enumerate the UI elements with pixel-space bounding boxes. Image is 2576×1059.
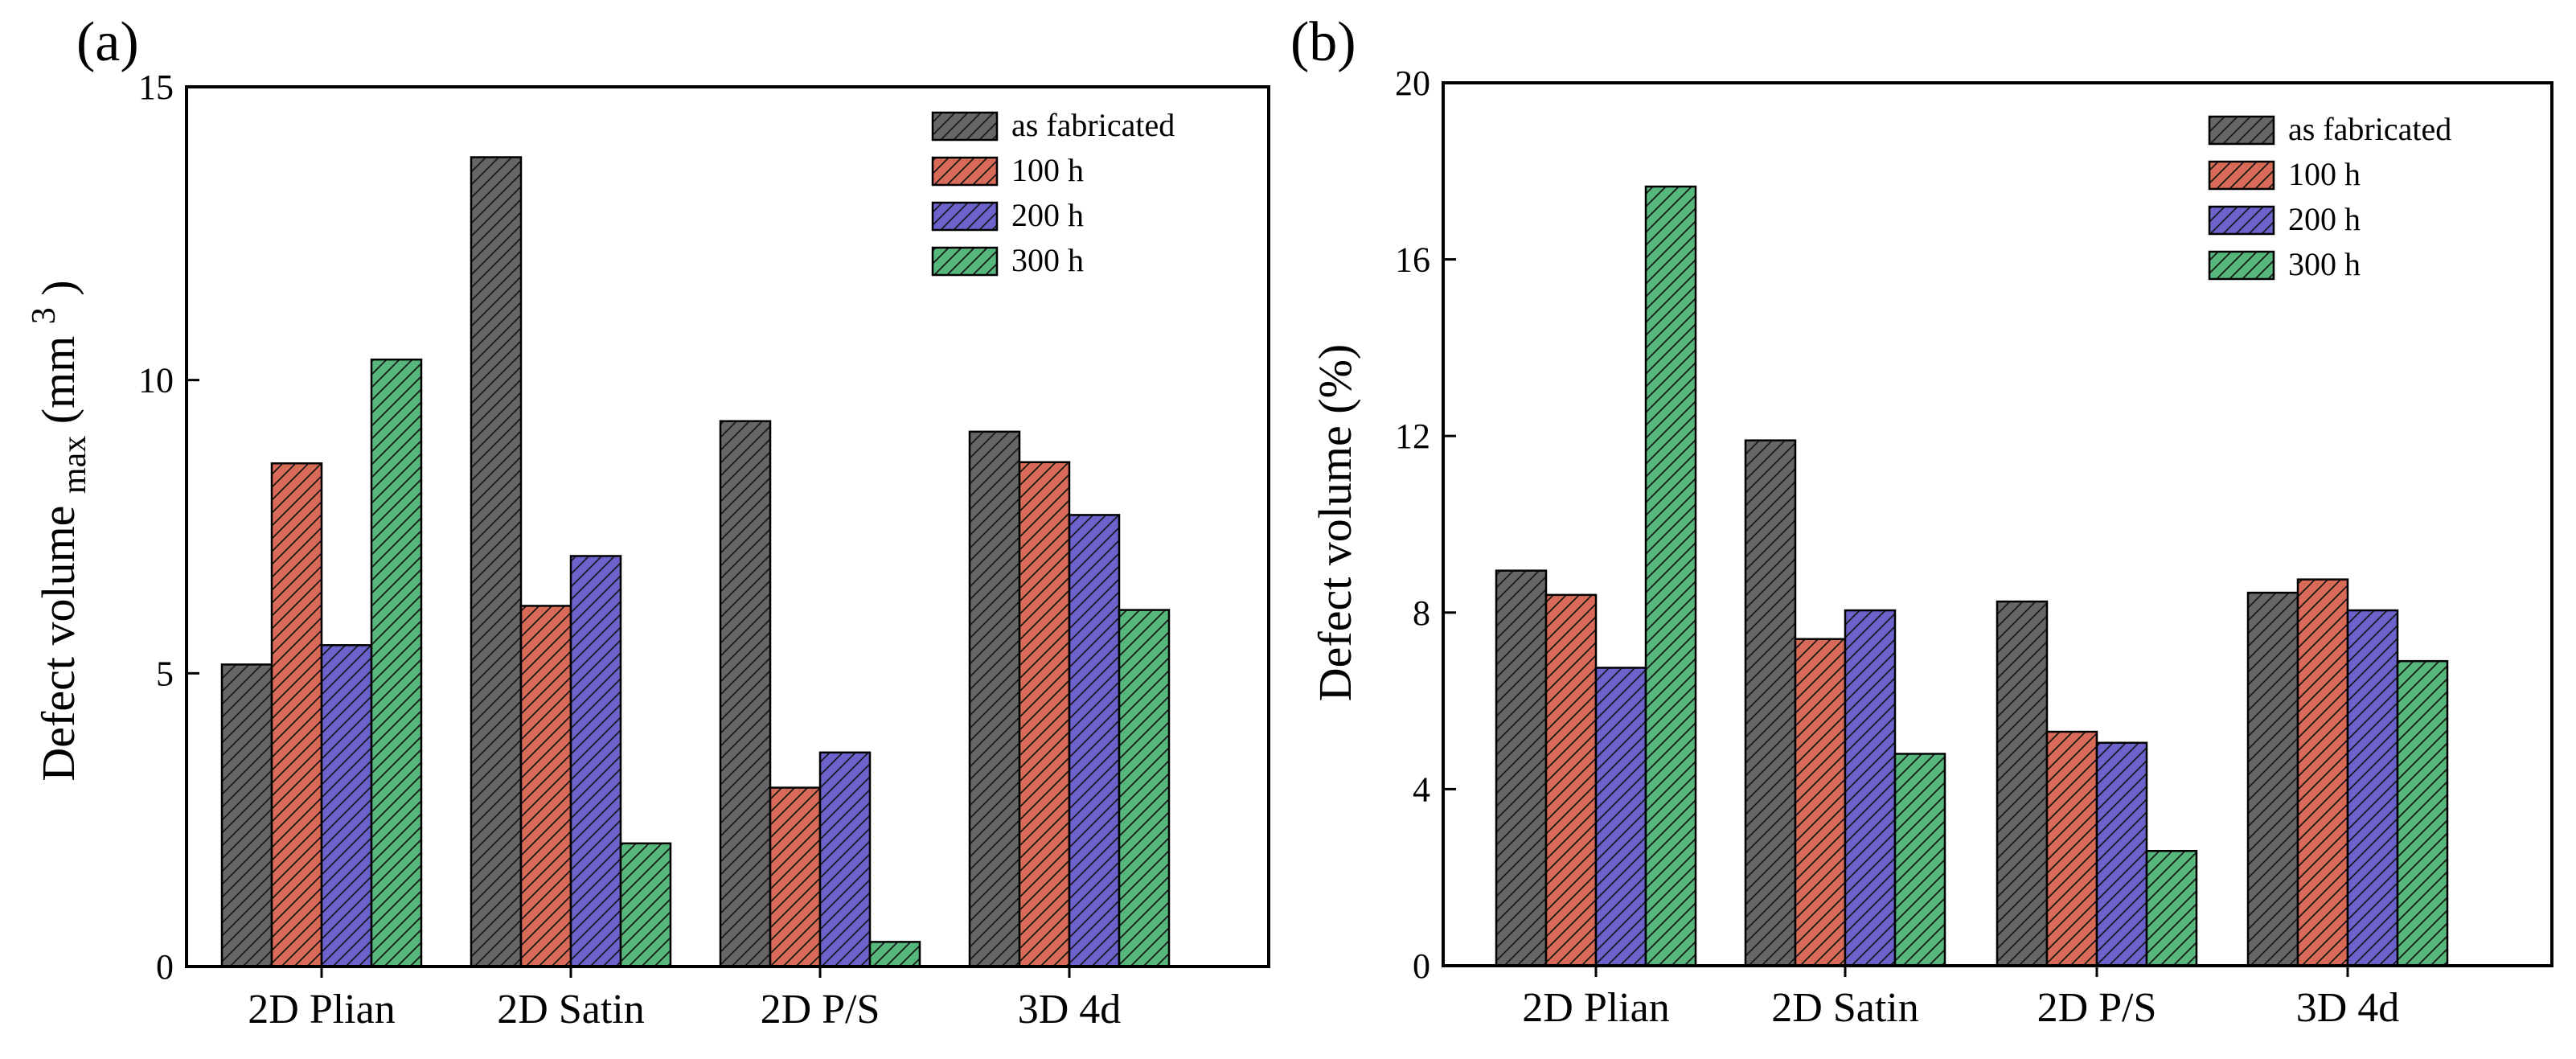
bar-a-as-fabricated-2D-Plian: [220, 663, 273, 968]
bar-b-300-h-2D-Satin: [1893, 753, 1946, 967]
bar-b-100-h-2D-P-S: [2045, 730, 2098, 967]
bar-a-100-h-2D-Satin: [519, 605, 572, 968]
x-tick-label-a: 2D Satin: [497, 987, 644, 1032]
legend-label-a: 300 h: [1011, 242, 1084, 278]
y-tick-label-b: 8: [1413, 593, 1430, 633]
legend-label-b: 300 h: [2288, 246, 2361, 282]
bar-a-300-h-2D-P-S: [868, 941, 921, 968]
legend-swatch-a: [931, 246, 999, 277]
y-axis-label-b: Defect volume (%): [1309, 344, 1361, 701]
bar-a-300-h-3D-4d: [1118, 609, 1171, 968]
legend-swatch-b: [2208, 115, 2275, 146]
bars-a: [220, 156, 1171, 968]
bar-a-as-fabricated-2D-Satin: [470, 156, 523, 968]
legend-label-a: 200 h: [1011, 197, 1084, 233]
y-tick-label-a: 15: [138, 68, 174, 107]
x-tick-label-b: 2D Plian: [1522, 985, 1669, 1031]
bar-a-as-fabricated-2D-P-S: [719, 420, 772, 968]
bar-b-100-h-2D-Satin: [1794, 638, 1847, 967]
bar-a-300-h-2D-Plian: [370, 358, 423, 968]
y-ticks-a: 0 5 10 15: [138, 68, 199, 987]
plot-frame-b: [1442, 81, 2553, 967]
bar-b-as-fabricated-2D-P-S: [1996, 600, 2049, 967]
bar-b-200-h-3D-4d: [2346, 609, 2399, 967]
bar-b-100-h-2D-Plian: [1544, 593, 1598, 967]
bars-b: [1495, 185, 2449, 967]
legend-label-b: 100 h: [2288, 156, 2361, 192]
x-tick-label-b: 2D P/S: [2037, 985, 2157, 1031]
bar-a-100-h-2D-P-S: [769, 786, 822, 968]
legend-b: as fabricated 100 h 200 h 300 h: [2208, 111, 2451, 282]
bar-b-300-h-2D-P-S: [2145, 850, 2198, 967]
legend-label-a: 100 h: [1011, 152, 1084, 188]
bar-b-200-h-2D-Satin: [1844, 609, 1897, 967]
legend-swatch-a: [931, 111, 999, 142]
y-tick-label-a: 0: [156, 947, 174, 987]
bar-a-100-h-3D-4d: [1018, 461, 1071, 968]
bar-b-as-fabricated-3D-4d: [2246, 591, 2299, 967]
y-tick-label-b: 12: [1395, 417, 1430, 456]
bar-b-300-h-3D-4d: [2396, 659, 2449, 967]
x-tick-label-b: 2D Satin: [1771, 985, 1918, 1031]
y-ticks-b: 0 4 8 12 16 20: [1395, 64, 1456, 986]
bar-a-300-h-2D-Satin: [619, 842, 672, 968]
x-labels-a: 2D Plian 2D Satin 2D P/S 3D 4d: [248, 967, 1121, 1032]
bar-a-100-h-2D-Plian: [270, 462, 323, 968]
legend-swatch-a: [931, 156, 999, 187]
legend-swatch-a: [931, 201, 999, 232]
bar-b-200-h-2D-Plian: [1594, 667, 1647, 967]
bar-b-300-h-2D-Plian: [1644, 185, 1697, 967]
bar-a-200-h-2D-Satin: [569, 555, 622, 968]
bar-b-as-fabricated-2D-Plian: [1495, 569, 1548, 967]
bar-a-as-fabricated-3D-4d: [968, 430, 1021, 968]
plot-frame-a: [185, 85, 1270, 968]
y-tick-label-b: 0: [1413, 946, 1430, 986]
bar-b-100-h-3D-4d: [2296, 578, 2349, 967]
x-tick-label-b: 3D 4d: [2296, 985, 2400, 1031]
bar-a-200-h-3D-4d: [1068, 514, 1121, 968]
y-tick-label-a: 10: [138, 361, 174, 400]
x-tick-label-a: 2D Plian: [248, 987, 395, 1032]
legend-swatch-b: [2208, 160, 2275, 191]
bar-b-as-fabricated-2D-Satin: [1744, 439, 1797, 967]
y-tick-label-a: 5: [156, 654, 174, 693]
x-tick-label-a: 2D P/S: [761, 987, 880, 1032]
legend-label-b: as fabricated: [2288, 111, 2451, 147]
panel-label-b: (b): [1290, 11, 1356, 73]
legend-label-b: 200 h: [2288, 201, 2361, 237]
bar-a-200-h-2D-P-S: [818, 751, 872, 968]
bar-b-200-h-2D-P-S: [2095, 741, 2148, 967]
panel-b: (b) Defect volume (%) 0 4 8 12 16 20 2D Plian…: [1290, 11, 2553, 1031]
y-axis-label-a: Defect volume max (mm 3 ): [13, 280, 96, 781]
legend-a: as fabricated 100 h 200 h 300 h: [931, 107, 1175, 278]
legend-swatch-b: [2208, 250, 2275, 281]
y-tick-label-b: 16: [1395, 240, 1430, 280]
legend-label-a: as fabricated: [1011, 107, 1175, 143]
panel-a: (a) Defect volume max (mm 3 ) 0 5 10 15 2D …: [13, 11, 1270, 1032]
bar-a-200-h-2D-Plian: [320, 644, 373, 968]
x-tick-label-a: 3D 4d: [1018, 987, 1122, 1032]
legend-swatch-b: [2208, 205, 2275, 236]
x-labels-b: 2D Plian 2D Satin 2D P/S 3D 4d: [1522, 966, 2399, 1031]
y-tick-label-b: 4: [1413, 770, 1430, 809]
y-tick-label-b: 20: [1395, 64, 1430, 103]
panel-label-a: (a): [76, 11, 139, 73]
